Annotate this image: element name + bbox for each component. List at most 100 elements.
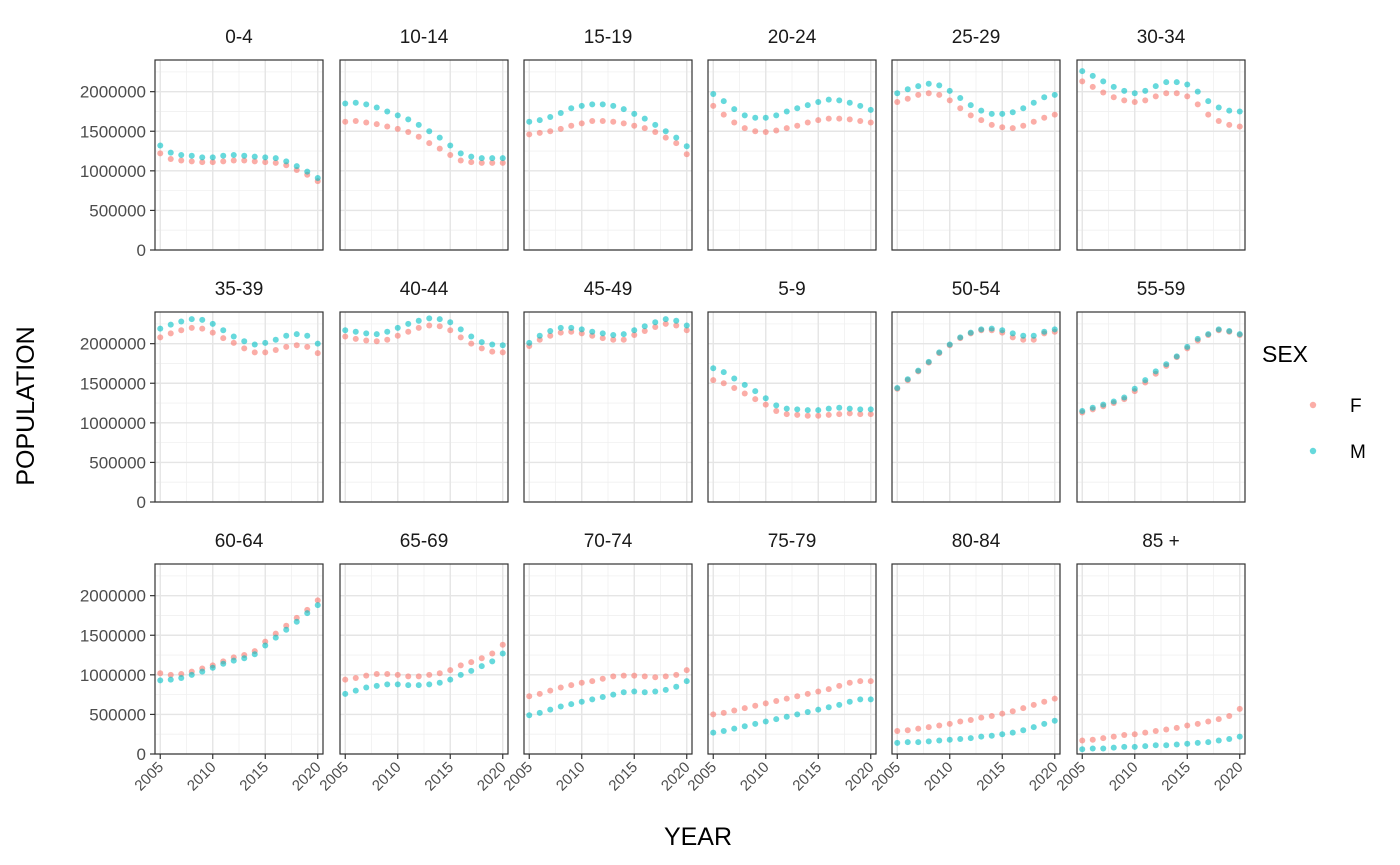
y-tick-label: 2000000: [80, 587, 146, 606]
point-f: [915, 91, 922, 98]
point-f: [499, 349, 506, 356]
point-f: [209, 159, 216, 166]
y-tick-label: 1000000: [80, 666, 146, 685]
point-f: [304, 343, 311, 350]
point-f: [673, 671, 680, 678]
point-m: [589, 328, 596, 335]
y-tick-label: 0: [137, 745, 146, 764]
point-f: [283, 343, 290, 350]
point-f: [846, 679, 853, 686]
point-m: [946, 87, 953, 94]
point-m: [547, 328, 554, 334]
point-m: [978, 326, 985, 333]
point-m: [1041, 720, 1048, 727]
point-m: [426, 315, 433, 322]
facet-panel-25-29: 25-29: [891, 27, 1061, 251]
point-m: [209, 664, 216, 671]
point-m: [967, 329, 974, 336]
point-f: [1100, 89, 1107, 96]
point-m: [683, 322, 690, 329]
point-m: [426, 128, 433, 135]
point-m: [557, 324, 564, 331]
point-m: [188, 316, 195, 323]
point-f: [1121, 732, 1128, 738]
point-m: [478, 339, 485, 346]
point-m: [384, 108, 391, 115]
point-m: [457, 150, 464, 157]
legend: SEX F M: [1262, 341, 1366, 463]
point-m: [1173, 353, 1180, 360]
panel-border: [707, 311, 877, 503]
point-f: [957, 105, 964, 112]
point-f: [1205, 718, 1212, 725]
point-m: [631, 110, 638, 117]
panel-border: [891, 563, 1061, 755]
point-m: [1079, 407, 1086, 414]
facet-panel-50-54: 50-54: [891, 279, 1061, 503]
point-f: [825, 115, 832, 122]
point-m: [220, 327, 227, 334]
point-f: [967, 716, 974, 723]
point-m: [272, 155, 279, 162]
point-m: [710, 729, 717, 736]
legend-key-m-dot: [1309, 447, 1317, 455]
x-tick-label: 2015: [1158, 759, 1194, 795]
point-f: [167, 330, 174, 337]
point-m: [904, 376, 911, 383]
point-m: [1110, 83, 1117, 90]
point-f: [251, 349, 258, 356]
panel-border: [523, 563, 693, 755]
point-m: [568, 105, 575, 112]
point-f: [978, 117, 985, 124]
point-f: [468, 340, 475, 347]
point-m: [610, 102, 617, 109]
point-m: [342, 327, 349, 334]
point-m: [526, 339, 533, 346]
point-f: [499, 641, 506, 648]
point-m: [720, 98, 727, 105]
point-f: [1121, 97, 1128, 104]
point-f: [783, 411, 790, 418]
point-m: [526, 118, 533, 125]
point-f: [457, 662, 464, 669]
point-f: [220, 335, 227, 342]
point-m: [804, 407, 811, 414]
panel-border: [523, 59, 693, 251]
point-m: [568, 701, 575, 708]
point-m: [915, 739, 922, 746]
point-f: [1079, 737, 1086, 744]
point-m: [157, 142, 164, 149]
facet-panel-80-84: 80-84: [891, 531, 1061, 755]
point-f: [157, 334, 164, 341]
point-m: [967, 735, 974, 742]
point-m: [762, 395, 769, 402]
point-f: [230, 157, 237, 164]
point-f: [683, 327, 690, 334]
point-f: [662, 673, 669, 680]
point-m: [731, 106, 738, 113]
point-m: [342, 690, 349, 697]
point-f: [620, 336, 627, 343]
facet-panel-70-74: 70-74: [523, 531, 693, 755]
point-m: [167, 321, 174, 328]
point-f: [710, 377, 717, 384]
point-f: [1041, 114, 1048, 121]
point-m: [167, 676, 174, 683]
point-m: [915, 83, 922, 90]
point-m: [589, 101, 596, 108]
point-m: [1173, 79, 1180, 86]
x-tick-label: 2005: [131, 759, 167, 795]
point-m: [1100, 78, 1107, 85]
point-m: [1121, 87, 1128, 94]
point-f: [447, 327, 454, 334]
point-f: [199, 325, 206, 332]
point-m: [752, 388, 759, 395]
point-f: [967, 112, 974, 119]
point-m: [673, 317, 680, 324]
point-f: [720, 709, 727, 716]
point-m: [794, 105, 801, 112]
point-m: [1184, 81, 1191, 88]
point-m: [568, 324, 575, 331]
point-f: [1089, 736, 1096, 743]
point-m: [1236, 108, 1243, 115]
